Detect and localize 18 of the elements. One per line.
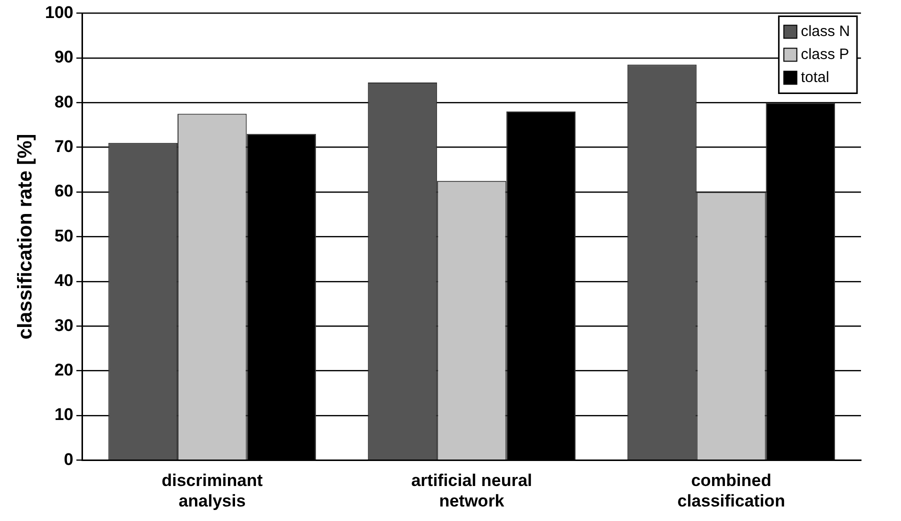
- legend-label: class P: [800, 46, 850, 63]
- y-tick-label: 30: [54, 316, 74, 335]
- x-tick-label: artificial neural network: [411, 471, 532, 510]
- y-tick-label: 100: [44, 2, 74, 22]
- x-tick-label: discriminant analysis: [162, 471, 264, 510]
- x-tick-label: combined classification: [677, 471, 786, 510]
- y-tick-label: 10: [54, 405, 74, 424]
- y-tick-label: 70: [54, 136, 74, 156]
- y-tick-label: 20: [54, 360, 74, 380]
- y-tick-label: 40: [54, 271, 74, 290]
- y-tick-label: 60: [54, 182, 74, 201]
- y-tick-label: 50: [54, 226, 74, 246]
- legend-label: class N: [800, 22, 850, 40]
- y-tick-label: 0: [64, 450, 74, 469]
- legend-label: total: [800, 68, 830, 86]
- y-tick-label: 80: [54, 92, 74, 112]
- y-axis-title: classification rate [%]: [14, 134, 37, 340]
- y-tick-label: 90: [54, 48, 74, 67]
